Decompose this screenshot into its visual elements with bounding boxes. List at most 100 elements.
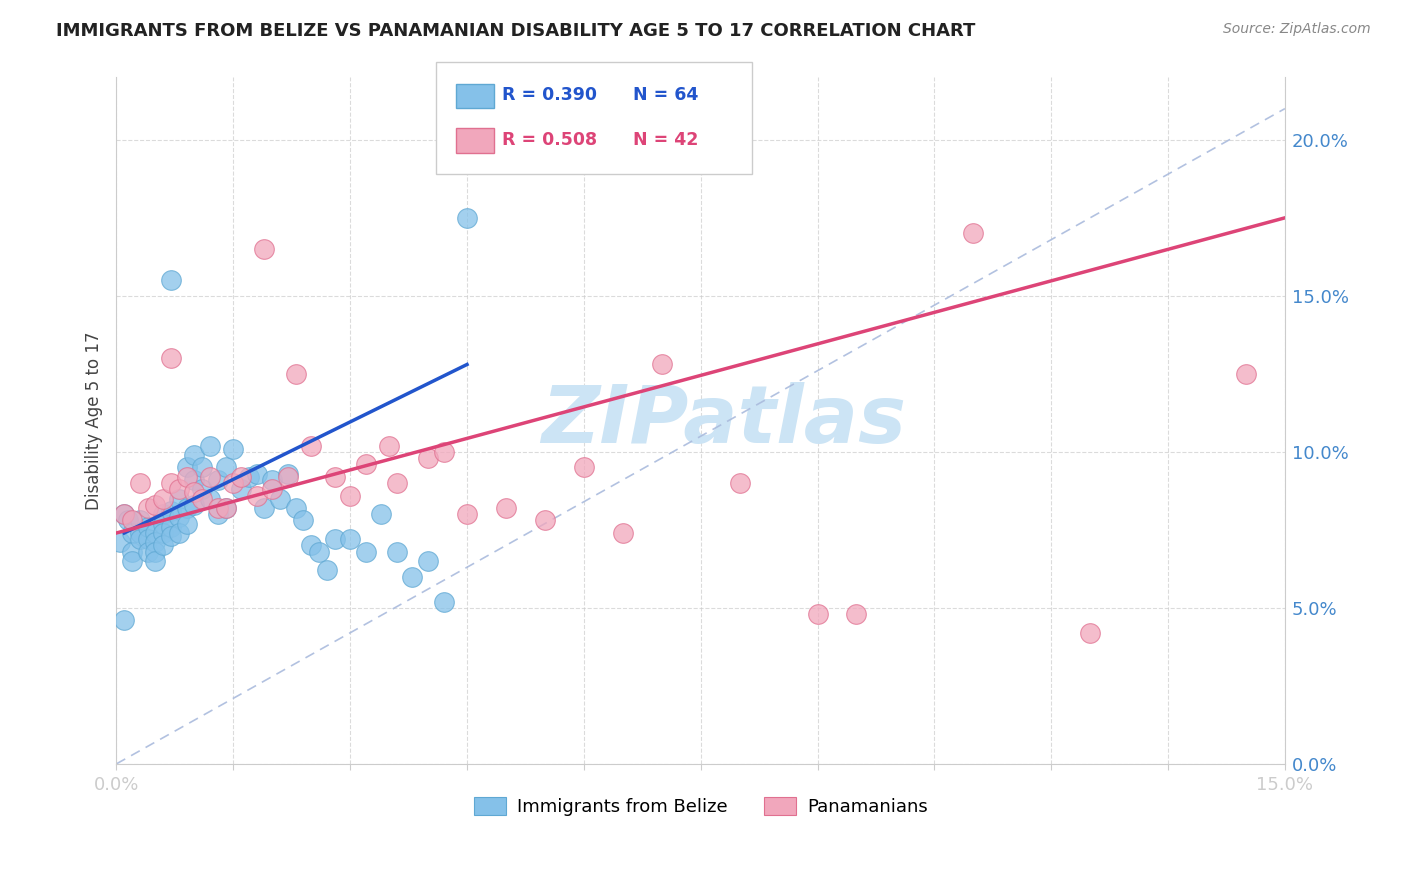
Point [612,525,634,540]
Point [845,607,868,621]
Point [152,516,174,531]
Point [183,448,205,462]
Legend: Immigrants from Belize, Panamanians: Immigrants from Belize, Panamanians [467,789,935,823]
Point [160,504,183,518]
Point [534,513,557,527]
Point [214,500,236,515]
Point [456,507,478,521]
Point [299,538,322,552]
Point [284,367,307,381]
Point [176,500,198,515]
Point [145,498,167,512]
Point [160,351,183,366]
Point [110,535,132,549]
Point [167,510,190,524]
Point [183,485,205,500]
Point [1078,625,1101,640]
Point [191,483,214,497]
Point [128,532,150,546]
Point [167,491,190,506]
Point [117,513,139,527]
Point [339,489,361,503]
Point [238,470,260,484]
Point [385,544,408,558]
Point [145,535,167,549]
Point [385,476,408,491]
Point [152,525,174,540]
Point [214,460,236,475]
Point [339,532,361,546]
Point [277,467,299,481]
Point [160,273,183,287]
Point [183,498,205,512]
Point [246,489,269,503]
Point [222,442,245,456]
Point [128,513,150,527]
Point [176,470,198,484]
Point [136,500,159,515]
Point [229,470,252,484]
Point [246,467,269,481]
Point [145,544,167,558]
Point [152,507,174,521]
Point [160,529,183,543]
Point [214,500,236,515]
Point [253,500,276,515]
Point [651,358,673,372]
Text: R = 0.508: R = 0.508 [502,131,598,149]
Point [112,613,135,627]
Point [176,460,198,475]
Point [378,439,401,453]
Text: N = 64: N = 64 [633,87,697,104]
Point [198,439,221,453]
Point [262,483,284,497]
Point [198,470,221,484]
Point [121,554,143,568]
Point [284,500,307,515]
Point [253,242,276,256]
Point [128,476,150,491]
Point [160,476,183,491]
Point [176,516,198,531]
Text: ZIPatlas: ZIPatlas [541,382,907,459]
Text: Source: ZipAtlas.com: Source: ZipAtlas.com [1223,22,1371,37]
Point [370,507,392,521]
Point [806,607,828,621]
Point [315,563,337,577]
Point [112,507,135,521]
Point [167,525,190,540]
Point [401,569,423,583]
Point [456,211,478,225]
Point [121,544,143,558]
Point [136,519,159,533]
Point [277,470,299,484]
Text: IMMIGRANTS FROM BELIZE VS PANAMANIAN DISABILITY AGE 5 TO 17 CORRELATION CHART: IMMIGRANTS FROM BELIZE VS PANAMANIAN DIS… [56,22,976,40]
Point [572,460,595,475]
Point [207,500,229,515]
Point [191,460,214,475]
Text: N = 42: N = 42 [633,131,697,149]
Point [167,483,190,497]
Point [433,445,456,459]
Point [152,491,174,506]
Point [495,500,517,515]
Text: R = 0.390: R = 0.390 [502,87,598,104]
Point [269,491,291,506]
Point [299,439,322,453]
Point [198,491,221,506]
Point [112,507,135,521]
Y-axis label: Disability Age 5 to 17: Disability Age 5 to 17 [86,332,103,510]
Point [323,532,346,546]
Point [191,491,214,506]
Point [207,473,229,487]
Point [207,507,229,521]
Point [145,554,167,568]
Point [416,554,439,568]
Point [152,538,174,552]
Point [183,473,205,487]
Point [416,451,439,466]
Point [160,519,183,533]
Point [136,544,159,558]
Point [323,470,346,484]
Point [292,513,315,527]
